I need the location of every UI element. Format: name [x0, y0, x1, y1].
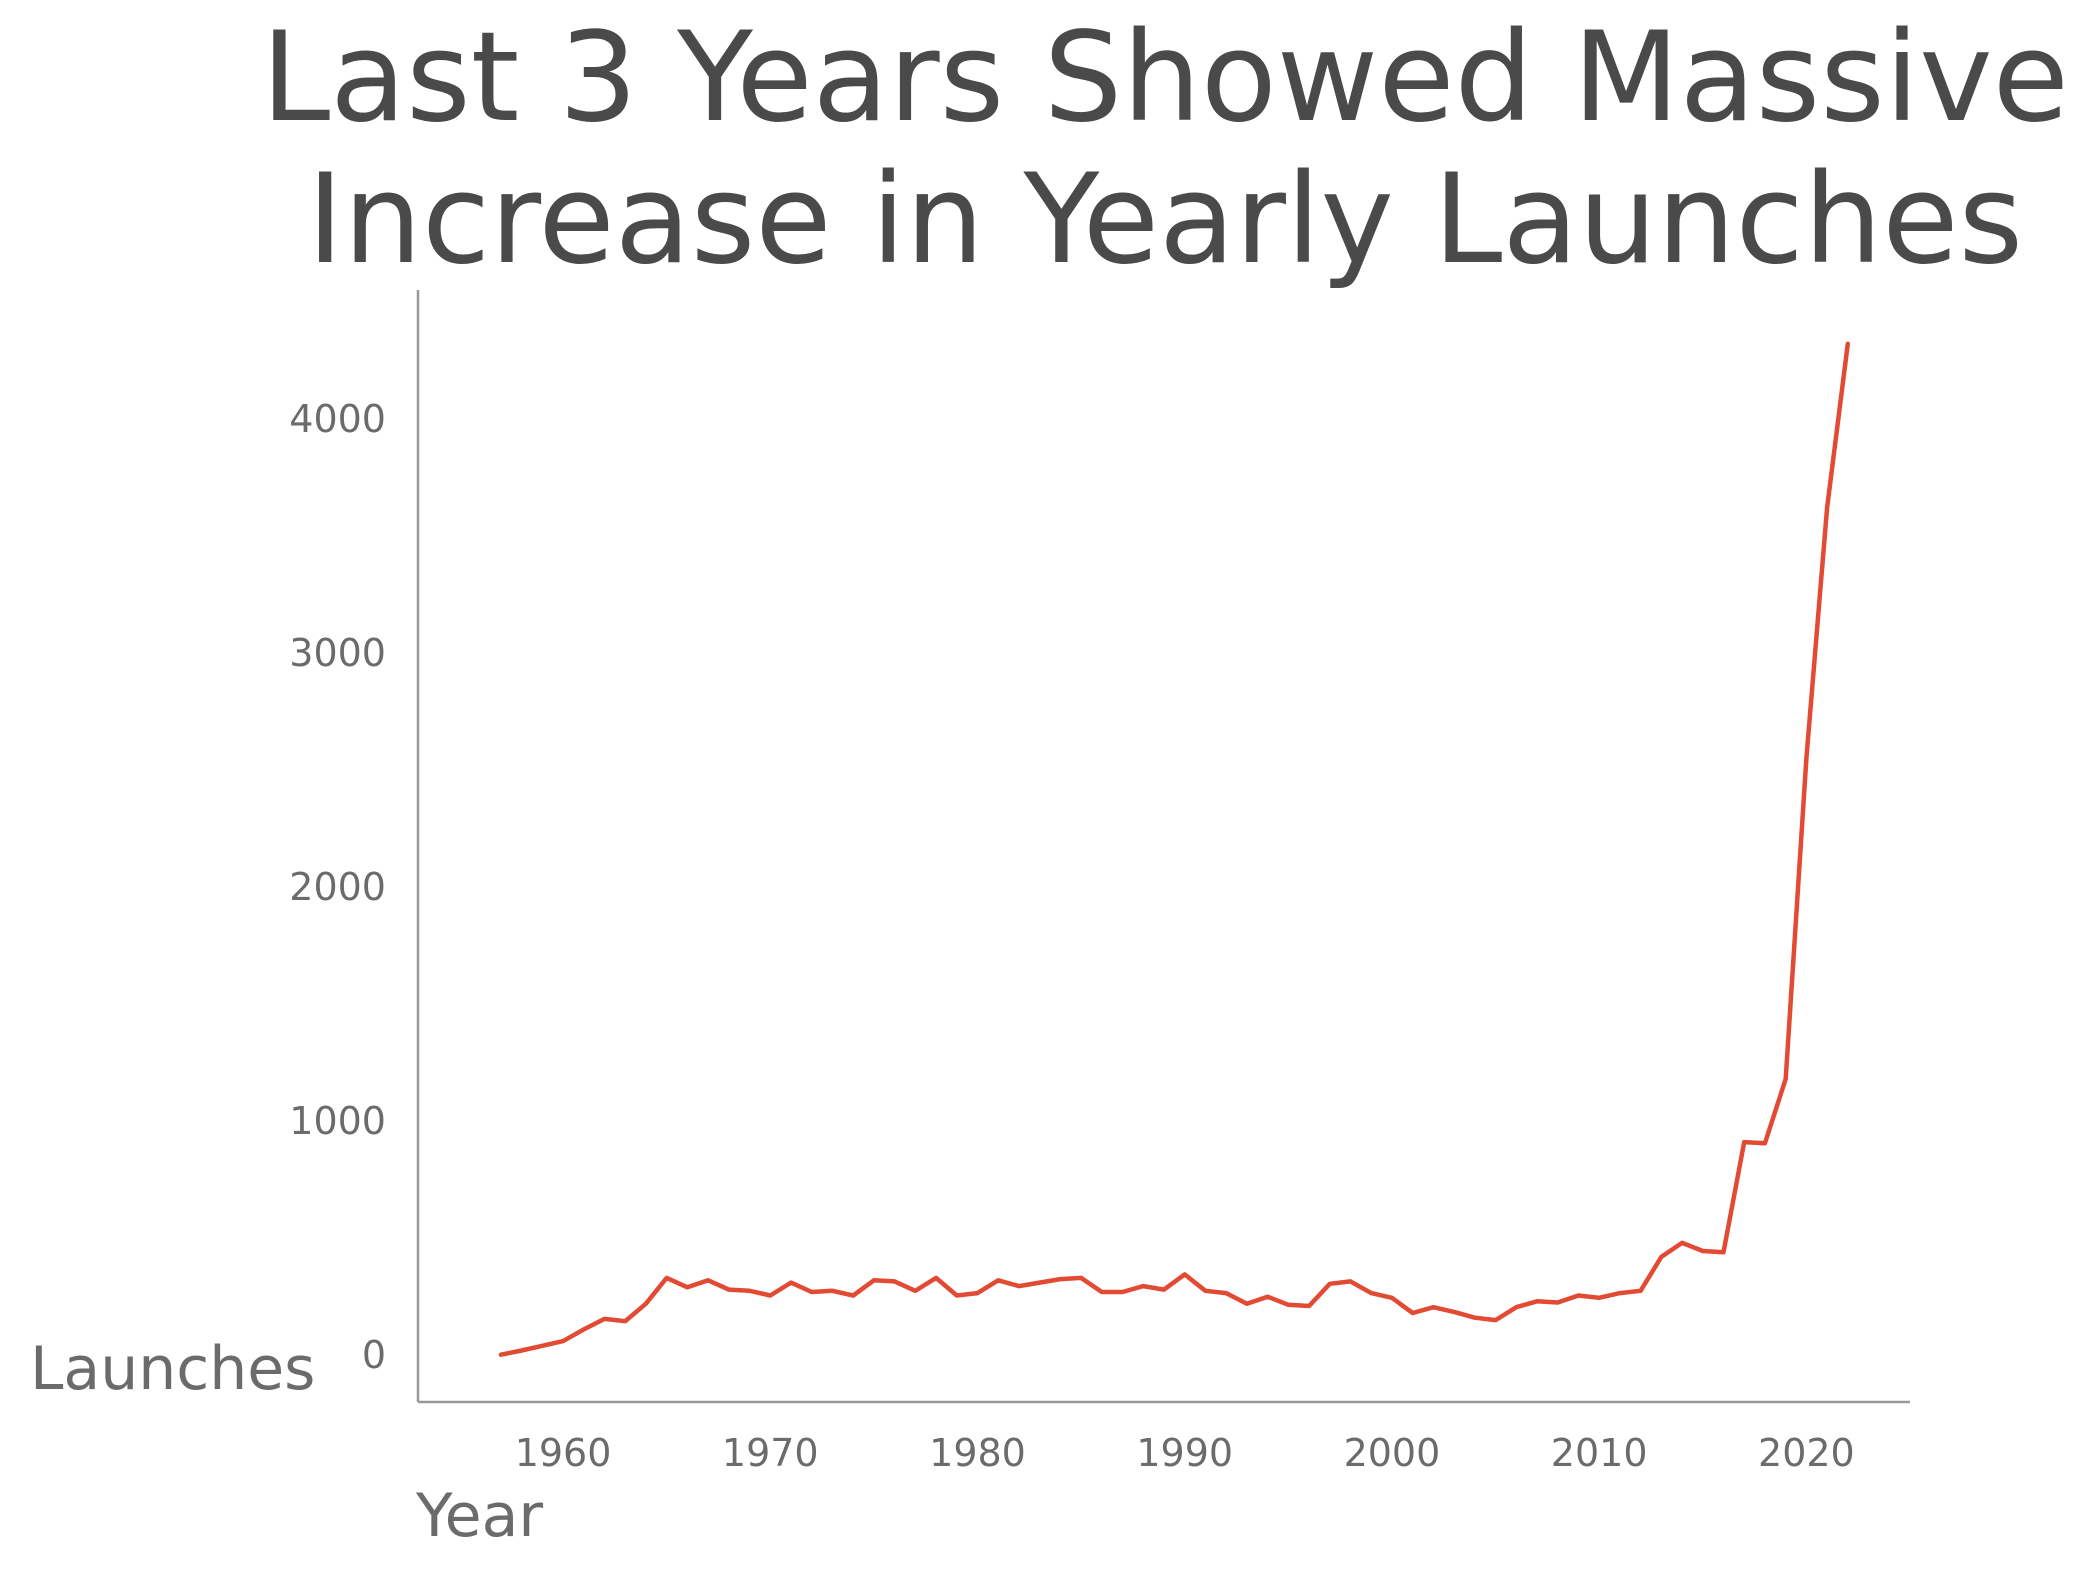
y-tick-label: 1000 — [289, 1099, 386, 1143]
x-tick-label: 1960 — [515, 1431, 612, 1475]
chart-title-line-1: Last 3 Years Showed Massive — [261, 6, 2069, 150]
y-tick-label: 3000 — [289, 631, 386, 675]
x-tick-label: 2000 — [1344, 1431, 1441, 1475]
x-tick-labels: 1960 1970 1980 1990 2000 2010 2020 — [515, 1431, 1855, 1475]
y-tick-labels: 0 1000 2000 3000 4000 — [289, 397, 386, 1377]
y-tick-label: 2000 — [289, 865, 386, 909]
x-axis-label: Year — [415, 1481, 543, 1551]
y-tick-label: 4000 — [289, 397, 386, 441]
chart-title-line-2: Increase in Yearly Launches — [307, 148, 2023, 292]
x-tick-label: 2010 — [1551, 1431, 1648, 1475]
x-tick-label: 1990 — [1136, 1431, 1233, 1475]
chart-title: Last 3 Years Showed Massive Increase in … — [261, 6, 2069, 292]
x-tick-label: 1980 — [929, 1431, 1026, 1475]
y-tick-label: 0 — [362, 1333, 386, 1377]
series-line — [498, 341, 1851, 1357]
x-tick-label: 2020 — [1758, 1431, 1855, 1475]
x-tick-label: 1970 — [722, 1431, 819, 1475]
y-axis-label: Launches — [30, 1334, 315, 1404]
